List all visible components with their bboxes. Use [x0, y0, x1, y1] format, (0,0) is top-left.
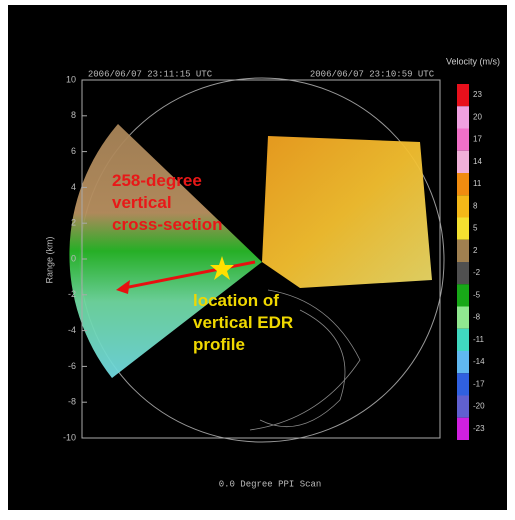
colorbar-swatch	[457, 129, 469, 151]
colorbar-label: -17	[473, 379, 485, 388]
colorbar-label: 2	[473, 246, 478, 255]
left-time: 2006/06/07 23:11:15 UTC	[88, 69, 213, 79]
colorbar-swatch	[457, 262, 469, 284]
y-tick-label: 8	[71, 110, 76, 120]
colorbar-swatch	[457, 396, 469, 418]
y-tick-label: 0	[71, 253, 76, 263]
colorbar-label: 8	[473, 201, 478, 210]
colorbar-swatch	[457, 284, 469, 306]
y-tick-label: -2	[68, 289, 76, 299]
y-tick-label: -6	[68, 361, 76, 371]
colorbar-swatch	[457, 329, 469, 351]
colorbar-swatch	[457, 307, 469, 329]
colorbar-label: 20	[473, 112, 482, 121]
colorbar-swatch	[457, 418, 469, 440]
colorbar-label: 5	[473, 224, 478, 233]
colorbar-label: 23	[473, 90, 482, 99]
colorbar-swatch	[457, 373, 469, 395]
colorbar-label: -23	[473, 424, 485, 433]
y-tick-label: 2	[71, 218, 76, 228]
colorbar-label: -8	[473, 313, 481, 322]
colorbar-label: -14	[473, 357, 485, 366]
colorbar-swatch	[457, 106, 469, 128]
y-tick-label: 6	[71, 146, 76, 156]
colorbar-swatch	[457, 173, 469, 195]
y-tick-label: -8	[68, 397, 76, 407]
colorbar-label: -20	[473, 402, 485, 411]
colorbar-label: -2	[473, 268, 481, 277]
colorbar-label: -5	[473, 290, 481, 299]
page: 2006/06/07 23:11:15 UTC 2006/06/07 23:10…	[0, 0, 515, 515]
colorbar-label: 11	[473, 179, 482, 188]
colorbar-swatch	[457, 351, 469, 373]
colorbar-swatch	[457, 240, 469, 262]
colorbar-swatch	[457, 151, 469, 173]
y-tick-label: -10	[63, 432, 76, 442]
y-tick-label: 10	[66, 74, 76, 84]
right-time: 2006/06/07 23:10:59 UTC	[310, 69, 435, 79]
y-axis-label: Range (km)	[44, 236, 54, 283]
colorbar-swatch	[457, 195, 469, 217]
colorbar-label: 14	[473, 157, 482, 166]
colorbar-label: 17	[473, 135, 482, 144]
footer: 0.0 Degree PPI Scan	[219, 479, 322, 489]
colorbar-label: -11	[473, 335, 485, 344]
colorbar-swatch	[457, 218, 469, 240]
colorbar-title: Velocity (m/s)	[446, 56, 500, 66]
y-tick-label: -4	[68, 325, 76, 335]
y-tick-label: 4	[71, 182, 76, 192]
colorbar-swatch	[457, 84, 469, 106]
